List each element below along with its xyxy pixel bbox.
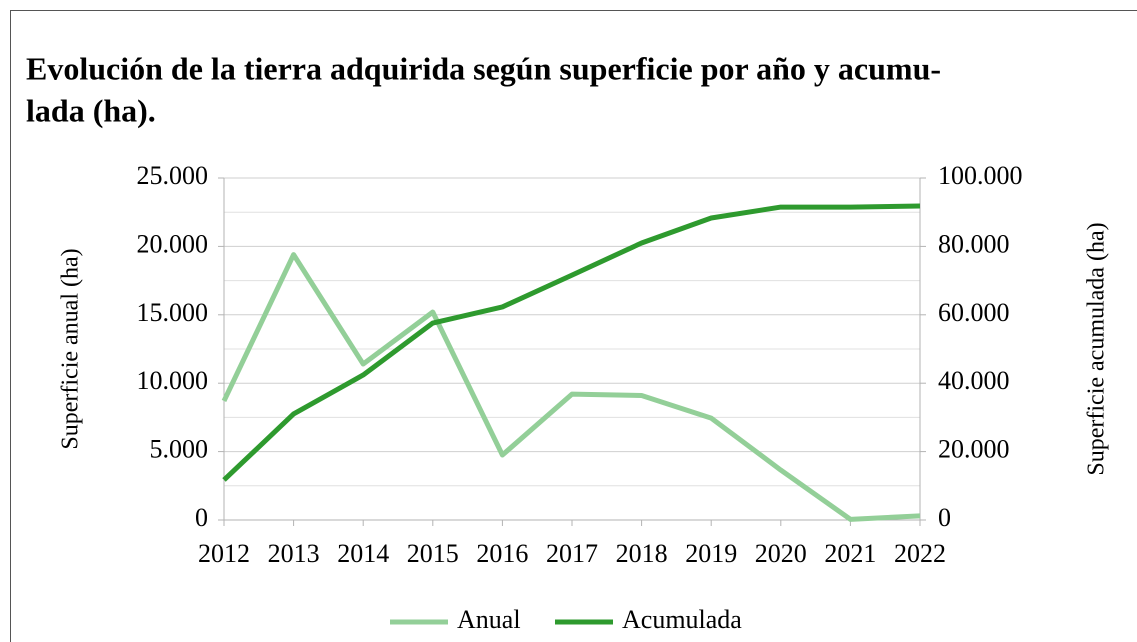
- y2-tick-label: 20.000: [938, 435, 1010, 464]
- x-tick-label: 2019: [685, 539, 737, 568]
- frame: [10, 10, 1137, 642]
- x-tick-label: 2016: [476, 539, 528, 568]
- y2-tick-label: 60.000: [938, 298, 1010, 327]
- x-tick-label: 2022: [894, 539, 946, 568]
- y-tick-label: 25.000: [137, 161, 209, 190]
- y-tick-label: 15.000: [137, 298, 209, 327]
- chart-title: lada (ha).: [26, 92, 156, 128]
- y-tick-label: 20.000: [137, 229, 209, 258]
- x-tick-label: 2021: [824, 539, 876, 568]
- y-axis-title: Superficie anual (ha): [58, 248, 84, 449]
- y2-tick-label: 80.000: [938, 229, 1010, 258]
- x-tick-label: 2018: [616, 539, 668, 568]
- series-line: [222, 203, 921, 482]
- x-tick-label: 2013: [268, 539, 320, 568]
- y2-tick-label: 40.000: [938, 366, 1010, 395]
- y-tick-label: 5.000: [150, 435, 209, 464]
- y-tick-label: 0: [195, 503, 208, 532]
- x-tick-label: 2012: [198, 539, 250, 568]
- x-tick-label: 2015: [407, 539, 459, 568]
- x-tick-label: 2020: [755, 539, 807, 568]
- legend-label: Anual: [457, 605, 521, 634]
- x-tick-label: 2014: [337, 539, 389, 568]
- chart-title: Evolución de la tierra adquirida según s…: [26, 50, 941, 86]
- y-tick-label: 10.000: [137, 366, 209, 395]
- y2-tick-label: 0: [938, 503, 951, 532]
- y2-tick-label: 100.000: [938, 161, 1023, 190]
- legend-label: Acumulada: [622, 605, 742, 634]
- y2-axis-title: Superficie acumulada (ha): [1084, 222, 1110, 475]
- series-line: [221, 252, 921, 522]
- x-tick-label: 2017: [546, 539, 598, 568]
